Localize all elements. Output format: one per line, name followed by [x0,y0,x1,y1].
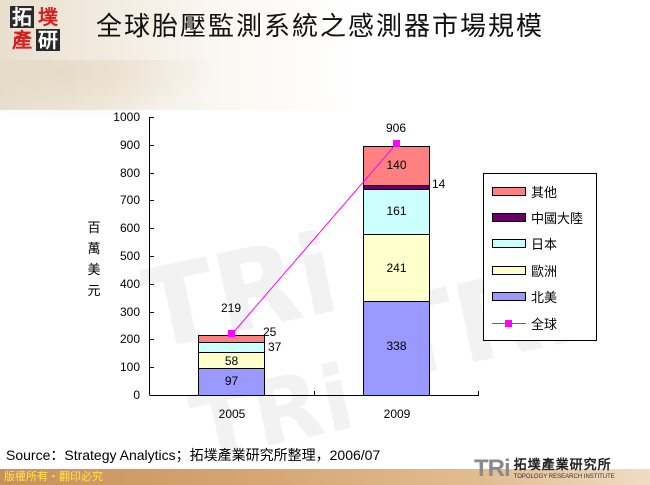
copyright-text: 版權所有・翻印必究 [4,470,103,483]
header-background [0,0,650,120]
y-tick-label: 100 [119,360,140,374]
y-tick-label: 400 [119,277,140,291]
org-name-cn: 拓墣產業研究所 [513,457,612,473]
data-label: 161 [386,204,407,218]
y-tick-label: 800 [119,166,140,180]
y-tick-label: 500 [119,249,140,263]
legend-item-north-america: 北美 [492,288,557,306]
org-logo: TRi 拓墣產業研究所 TOPOLOGY RESEARCH INSTITUTE [474,455,615,483]
data-label: 97 [224,374,239,388]
y-axis-label: 百 萬 美 元 [87,221,101,299]
bar-2009-japan [363,189,430,235]
swatch-icon [492,212,526,222]
legend-item-europe: 歐洲 [492,262,557,280]
data-label: 241 [386,261,407,275]
swatch-icon [492,238,526,248]
legend-item-china: 中國大陸 [492,209,583,227]
footer-bar [0,469,650,485]
logo-char: 產 [12,28,32,52]
logo-char: 拓 [10,5,34,29]
legend-item-other: 其他 [492,183,557,201]
y-tick-label: 1000 [113,110,140,124]
y-tick-label: 300 [119,305,140,319]
y-tick-label: 700 [119,193,140,207]
swatch-icon [492,265,526,275]
data-label: 338 [386,339,407,353]
y-tick-label: 0 [133,388,140,402]
y-tick-label: 200 [119,332,140,346]
y-tick-label: 900 [119,138,140,152]
logo-char: 研 [36,28,60,52]
bar-2009-north-america [363,301,430,396]
data-label: 219 [221,301,242,315]
legend-item-japan: 日本 [492,235,557,253]
line-marker-icon [492,319,526,328]
bar-2009-other [363,146,430,186]
data-label: 14 [432,177,446,191]
swatch-icon [492,186,526,196]
source-note: Source：Strategy Analytics；拓墣產業研究所整理，2006… [6,447,381,463]
legend: 其他 中國大陸 日本 歐洲 北美 全球 [483,173,597,341]
legend-item-global: 全球 [492,315,557,333]
data-label: 140 [386,158,407,172]
logo: 拓 墣 產 研 [10,6,62,52]
org-name-en: TOPOLOGY RESEARCH INSTITUTE [513,473,615,480]
data-label: 906 [386,121,407,135]
data-label: 58 [224,354,239,368]
data-label: 25 [263,325,277,339]
x-tick-label: 2005 [218,407,246,421]
tri-logo-icon: TRi [474,455,511,482]
swatch-icon [492,291,526,301]
x-tick-label: 2009 [383,407,411,421]
y-tick-label: 600 [119,221,140,235]
data-label: 37 [268,340,282,354]
page-title: 全球胎壓監測系統之感測器市場規模 [96,12,545,42]
logo-char: 墣 [38,5,58,29]
